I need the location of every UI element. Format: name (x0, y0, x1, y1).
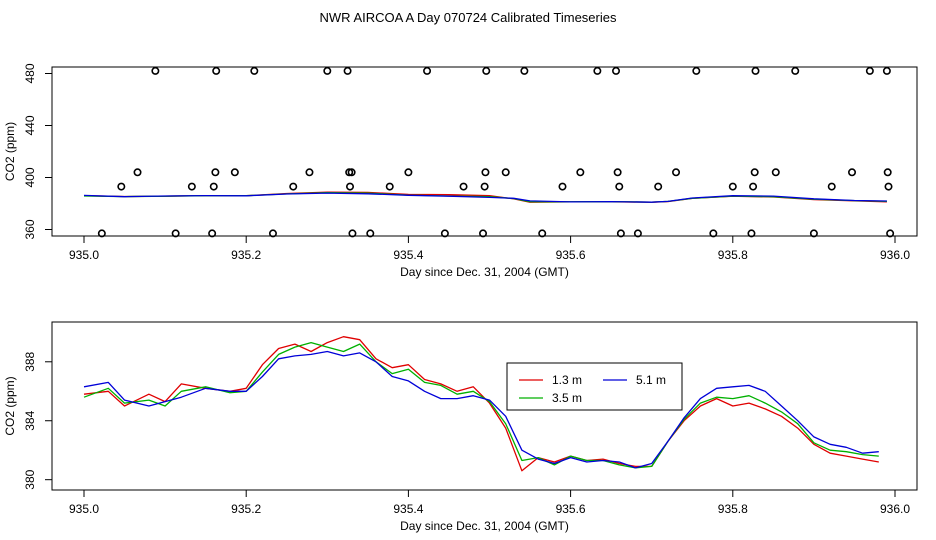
scatter-point (440, 229, 449, 238)
scatter-point (558, 182, 567, 191)
scatter-point (479, 229, 488, 238)
scatter-point (751, 66, 760, 75)
scatter-point (480, 182, 489, 191)
scatter-point (211, 168, 220, 177)
scatter-point (212, 66, 221, 75)
top-panel-outlier-chart: 935.0 935.2 935.4 935.6 935.8 936.0 Day since … (3, 63, 918, 279)
scatter-point (613, 168, 622, 177)
x-tick-label: 935.6 (556, 502, 586, 516)
plot-frame (51, 321, 918, 491)
scatter-point (709, 229, 718, 238)
y-axis-label: CO2 (ppm) (3, 376, 17, 435)
scatter-point (348, 229, 357, 238)
scatter-point (151, 66, 160, 75)
y-tick-label: 480 (23, 63, 37, 83)
legend-label: 5.1 m (636, 373, 666, 387)
legend-label: 3.5 m (552, 391, 582, 405)
y-axis-label: CO2 (ppm) (3, 122, 17, 181)
scatter-point (749, 182, 758, 191)
scatter-point (771, 168, 780, 177)
scatter-point (230, 168, 239, 177)
x-tick-label: 935.0 (69, 248, 99, 262)
scatter-point (268, 229, 277, 238)
scatter-point (366, 229, 375, 238)
plot-frame (51, 66, 918, 237)
scatter-point (385, 182, 394, 191)
x-tick-label: 935.2 (231, 248, 261, 262)
y-tick-label: 440 (23, 115, 37, 135)
scatter-point (346, 182, 355, 191)
series-line-3-5-m (83, 341, 879, 469)
series-line-5-1-m (83, 350, 879, 469)
scatter-point (423, 66, 432, 75)
scatter-point (886, 229, 895, 238)
y-tick-label: 360 (23, 219, 37, 239)
scatter-point (323, 66, 332, 75)
scatter-point (884, 182, 893, 191)
scatter-point (187, 182, 196, 191)
scatter-point (117, 182, 126, 191)
scatter-point (692, 66, 701, 75)
x-axis-label: Day since Dec. 31, 2004 (GMT) (400, 265, 569, 279)
scatter-point (459, 182, 468, 191)
scatter-point (612, 66, 621, 75)
y-tick-label: 400 (23, 167, 37, 187)
figure-title: NWR AIRCOA A Day 070724 Calibrated Times… (320, 10, 617, 25)
scatter-point (208, 229, 217, 238)
scatter-point (616, 229, 625, 238)
y-tick-label: 388 (23, 351, 37, 371)
x-axis-label: Day since Dec. 31, 2004 (GMT) (400, 519, 569, 533)
y-tick-label: 384 (23, 410, 37, 430)
scatter-point (520, 66, 529, 75)
scatter-point (654, 182, 663, 191)
scatter-point (791, 66, 800, 75)
scatter-point (848, 168, 857, 177)
scatter-point (133, 168, 142, 177)
scatter-point (615, 182, 624, 191)
scatter-point (97, 229, 106, 238)
x-tick-label: 935.8 (718, 502, 748, 516)
scatter-point (593, 66, 602, 75)
scatter-point (576, 168, 585, 177)
legend-label: 1.3 m (552, 373, 582, 387)
bottom-panel-zoomed-chart: 935.0 935.2 935.4 935.6 935.8 936.0 Day since … (3, 321, 918, 533)
legend-box (506, 362, 683, 411)
scatter-point (289, 182, 298, 191)
scatter-point (250, 66, 259, 75)
x-tick-label: 936.0 (880, 502, 910, 516)
y-tick-label: 380 (23, 469, 37, 489)
x-tick-label: 935.4 (393, 248, 423, 262)
x-tick-label: 935.6 (556, 248, 586, 262)
scatter-point (481, 168, 490, 177)
scatter-point (501, 168, 510, 177)
series-line-5-1-m (83, 192, 887, 203)
scatter-point (404, 168, 413, 177)
scatter-point (883, 168, 892, 177)
scatter-point (728, 182, 737, 191)
scatter-point (171, 229, 180, 238)
x-tick-label: 935.8 (718, 248, 748, 262)
scatter-point (865, 66, 874, 75)
scatter-point (633, 229, 642, 238)
series-line-1-3-m (83, 336, 879, 472)
scatter-point (209, 182, 218, 191)
scatter-point (747, 229, 756, 238)
scatter-point (482, 66, 491, 75)
x-tick-label: 936.0 (880, 248, 910, 262)
scatter-point (345, 168, 354, 177)
scatter-point (809, 229, 818, 238)
x-tick-label: 935.4 (393, 502, 423, 516)
legend: 1.3 m 5.1 m 3.5 m (506, 362, 683, 411)
scatter-point (347, 168, 356, 177)
scatter-point (305, 168, 314, 177)
scatter-point (827, 182, 836, 191)
x-tick-label: 935.2 (231, 502, 261, 516)
scatter-point (672, 168, 681, 177)
scatter-point (343, 66, 352, 75)
scatter-point (882, 66, 891, 75)
scatter-point (538, 229, 547, 238)
scatter-point (750, 168, 759, 177)
x-tick-label: 935.0 (69, 502, 99, 516)
